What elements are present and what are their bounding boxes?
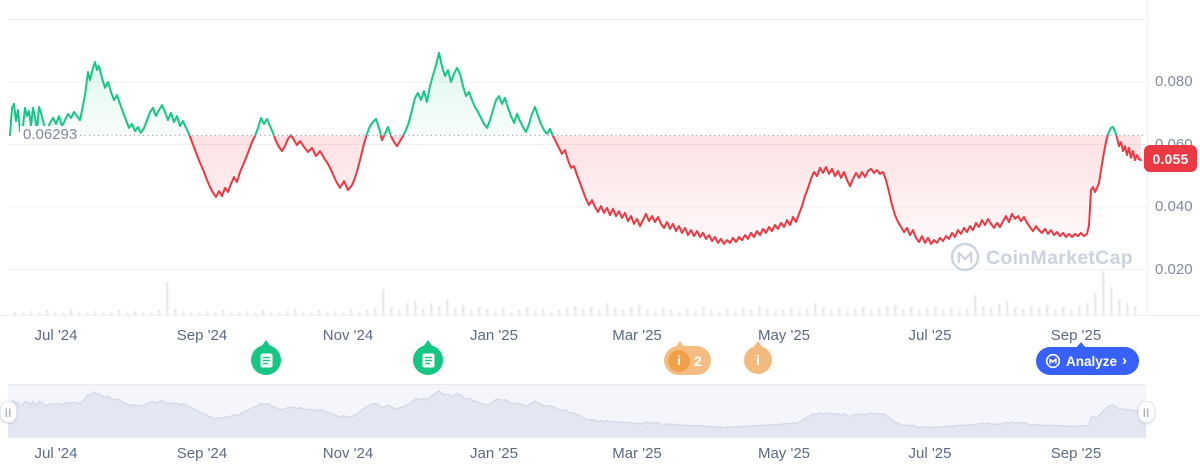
current-price-badge: 0.055 — [1144, 145, 1197, 172]
navigator-x-axis-label: Jul '24 — [34, 445, 78, 462]
navigator-right-handle[interactable]: || — [1138, 401, 1155, 423]
document-icon — [260, 353, 272, 367]
x-axis-label: May '25 — [757, 327, 811, 344]
baseline-price-label: 0.06293 — [20, 126, 81, 143]
svg-text:CoinMarketCap: CoinMarketCap — [986, 247, 1133, 269]
navigator-x-axis-label: May '25 — [757, 445, 811, 462]
navigator-x-axis-label: Sep '25 — [1050, 445, 1102, 462]
chevron-right-icon: › — [1122, 352, 1128, 369]
x-axis-label: Jan '25 — [470, 327, 518, 344]
navigator-left-handle[interactable]: || — [0, 401, 17, 423]
coinmarketcap-logo-icon — [1045, 353, 1061, 369]
event-count: 2 — [694, 352, 702, 369]
x-axis-label: Jul '24 — [34, 327, 78, 344]
range-navigator[interactable] — [0, 384, 1200, 438]
analyze-button-label: Analyze — [1066, 353, 1118, 369]
info-event-marker[interactable]: i — [744, 341, 772, 374]
y-axis-tick-label: 0.080 — [1155, 73, 1193, 90]
price-chart-canvas[interactable]: CoinMarketCap — [0, 0, 1200, 330]
x-axis-label: Sep '25 — [1050, 327, 1102, 344]
navigator-x-axis-label: Mar '25 — [612, 445, 662, 462]
navigator-x-axis-label: Sep '24 — [176, 445, 228, 462]
news-event-marker[interactable] — [251, 340, 281, 375]
info-icon: i — [756, 352, 760, 368]
navigator-x-axis-label: Jan '25 — [470, 445, 518, 462]
x-axis-label: Mar '25 — [612, 327, 662, 344]
navigator-x-axis-label: Jul '25 — [908, 445, 952, 462]
x-axis-label: Jul '25 — [908, 327, 952, 344]
y-axis-tick-label: 0.040 — [1155, 198, 1193, 215]
coinmarketcap-watermark: CoinMarketCap — [950, 242, 1133, 272]
news-event-marker[interactable] — [413, 340, 443, 375]
x-axis-label: Nov '24 — [322, 327, 374, 344]
info-icon: i — [668, 349, 690, 372]
document-icon — [422, 353, 434, 367]
y-axis-tick-label: 0.020 — [1155, 260, 1193, 278]
analyze-button[interactable]: Analyze › — [1036, 342, 1140, 375]
x-axis-label: Sep '24 — [176, 327, 228, 344]
navigator-x-axis-label: Nov '24 — [322, 445, 374, 462]
